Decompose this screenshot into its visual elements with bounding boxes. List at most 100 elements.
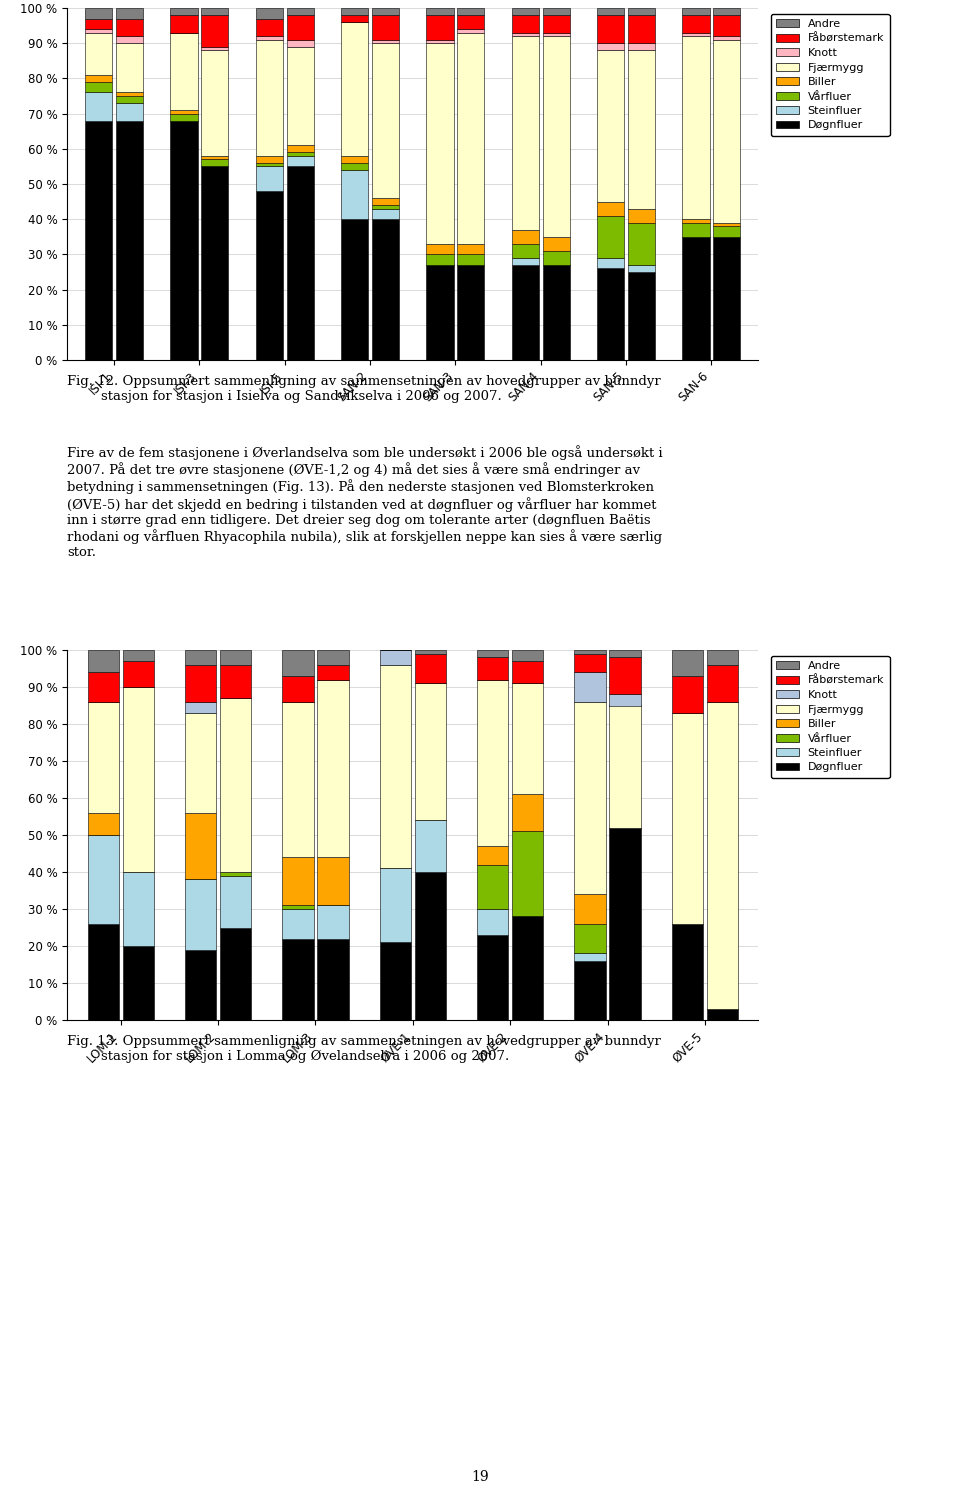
Bar (457, 264, 485, 360)
Bar (713, 15, 740, 36)
Bar (512, 916, 543, 1020)
Bar (415, 873, 445, 1020)
Bar (85, 18, 112, 29)
Bar (426, 243, 454, 254)
Bar (512, 795, 543, 831)
Bar (87, 924, 119, 1020)
Bar (628, 272, 655, 360)
Bar (542, 8, 570, 15)
Bar (123, 946, 154, 1020)
Bar (282, 701, 314, 858)
Bar (255, 39, 283, 156)
Bar (202, 8, 228, 15)
Bar (220, 928, 252, 1020)
Bar (372, 198, 399, 206)
Bar (286, 156, 314, 167)
Bar (171, 8, 198, 15)
Bar (457, 15, 485, 29)
Bar (185, 713, 216, 813)
Bar (282, 858, 314, 906)
Bar (426, 44, 454, 243)
Bar (415, 653, 445, 683)
Bar (286, 152, 314, 156)
Bar (597, 201, 624, 216)
Bar (220, 698, 252, 873)
Bar (477, 909, 508, 934)
Bar (116, 36, 143, 44)
Bar (372, 219, 399, 360)
Bar (282, 676, 314, 701)
Bar (341, 162, 369, 170)
Bar (574, 924, 606, 954)
Bar (85, 83, 112, 93)
Bar (574, 701, 606, 894)
Bar (597, 258, 624, 269)
Bar (116, 44, 143, 93)
Bar (672, 650, 703, 676)
Bar (171, 120, 198, 360)
Bar (512, 264, 540, 360)
Bar (628, 209, 655, 222)
Bar (426, 264, 454, 360)
Bar (477, 846, 508, 865)
Bar (477, 679, 508, 846)
Bar (512, 36, 540, 230)
Bar (672, 676, 703, 713)
Bar (185, 665, 216, 701)
Text: Fig. 13. Oppsummert sammenligning av sammensetningen av hovedgrupper av bunndyr
: Fig. 13. Oppsummert sammenligning av sam… (67, 1035, 661, 1063)
Bar (683, 36, 709, 219)
Bar (202, 47, 228, 50)
Bar (713, 36, 740, 39)
Bar (286, 167, 314, 360)
Bar (255, 36, 283, 39)
Bar (597, 44, 624, 50)
Bar (707, 650, 738, 665)
Bar (415, 820, 445, 873)
Bar (512, 230, 540, 243)
Bar (457, 254, 485, 264)
Bar (574, 894, 606, 924)
Bar (610, 658, 640, 694)
Bar (318, 906, 348, 939)
Bar (372, 39, 399, 44)
Bar (116, 104, 143, 120)
Bar (372, 15, 399, 39)
Bar (713, 227, 740, 237)
Bar (542, 237, 570, 251)
Bar (597, 15, 624, 44)
Bar (542, 36, 570, 237)
Bar (457, 29, 485, 33)
Bar (171, 33, 198, 110)
Bar (220, 665, 252, 698)
Bar (286, 146, 314, 152)
Bar (341, 219, 369, 360)
Bar (713, 222, 740, 227)
Bar (202, 50, 228, 156)
Bar (574, 650, 606, 653)
Bar (87, 813, 119, 835)
Bar (202, 167, 228, 360)
Bar (255, 191, 283, 360)
Bar (512, 243, 540, 258)
Bar (426, 254, 454, 264)
Bar (85, 93, 112, 120)
Bar (341, 170, 369, 219)
Bar (672, 713, 703, 924)
Bar (171, 15, 198, 33)
Bar (597, 8, 624, 15)
Bar (477, 658, 508, 679)
Bar (415, 650, 445, 653)
Bar (380, 650, 411, 665)
Bar (255, 162, 283, 167)
Bar (123, 650, 154, 661)
Bar (123, 686, 154, 873)
Legend: Andre, Fåbørstemark, Knott, Fjærmygg, Biller, Vårfluer, Steinfluer, Døgnfluer: Andre, Fåbørstemark, Knott, Fjærmygg, Bi… (771, 655, 890, 778)
Bar (574, 673, 606, 701)
Bar (574, 653, 606, 673)
Bar (683, 219, 709, 222)
Bar (286, 39, 314, 47)
Bar (713, 39, 740, 222)
Bar (282, 650, 314, 676)
Bar (610, 650, 640, 658)
Bar (683, 222, 709, 237)
